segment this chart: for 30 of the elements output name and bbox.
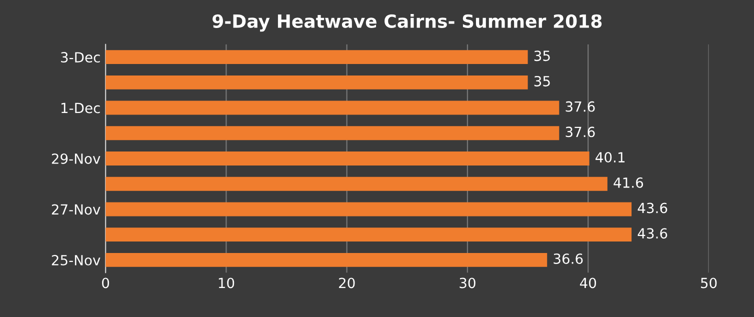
bar: [106, 126, 560, 140]
bar: [106, 252, 548, 267]
x-tick-label: 40: [580, 278, 596, 288]
y-tick-label: 1-Dec: [62, 102, 100, 114]
data-label: 37.6: [566, 101, 595, 112]
x-tick-label: 30: [460, 278, 476, 288]
y-tick-label: 27-Nov: [52, 204, 100, 215]
y-tick-label: 3-Dec: [61, 52, 100, 63]
x-tick-label: 50: [700, 278, 717, 288]
bar: [106, 176, 608, 191]
x-tick-label: 20: [339, 278, 355, 288]
data-label: 35: [534, 76, 550, 86]
chart-title: 9-Day Heatwave Cairns- Summer 2018: [212, 14, 602, 32]
data-label: 36.6: [554, 253, 583, 264]
bar: [106, 228, 632, 242]
data-label: 41.6: [614, 177, 644, 188]
data-label: 35: [534, 50, 550, 62]
bar: [106, 152, 590, 166]
data-label: 43.6: [638, 228, 668, 239]
x-tick-label: 10: [218, 278, 234, 288]
bar: [106, 100, 560, 115]
y-tick-label: 25-Nov: [52, 254, 100, 266]
bar: [106, 202, 632, 216]
bar: [106, 50, 528, 64]
data-label: 37.6: [566, 126, 595, 138]
bar: [106, 75, 528, 90]
data-label: 43.6: [638, 202, 668, 214]
x-tick-label: 0: [102, 278, 110, 288]
y-tick-label: 29-Nov: [52, 153, 100, 164]
data-label: 40.1: [596, 152, 625, 163]
